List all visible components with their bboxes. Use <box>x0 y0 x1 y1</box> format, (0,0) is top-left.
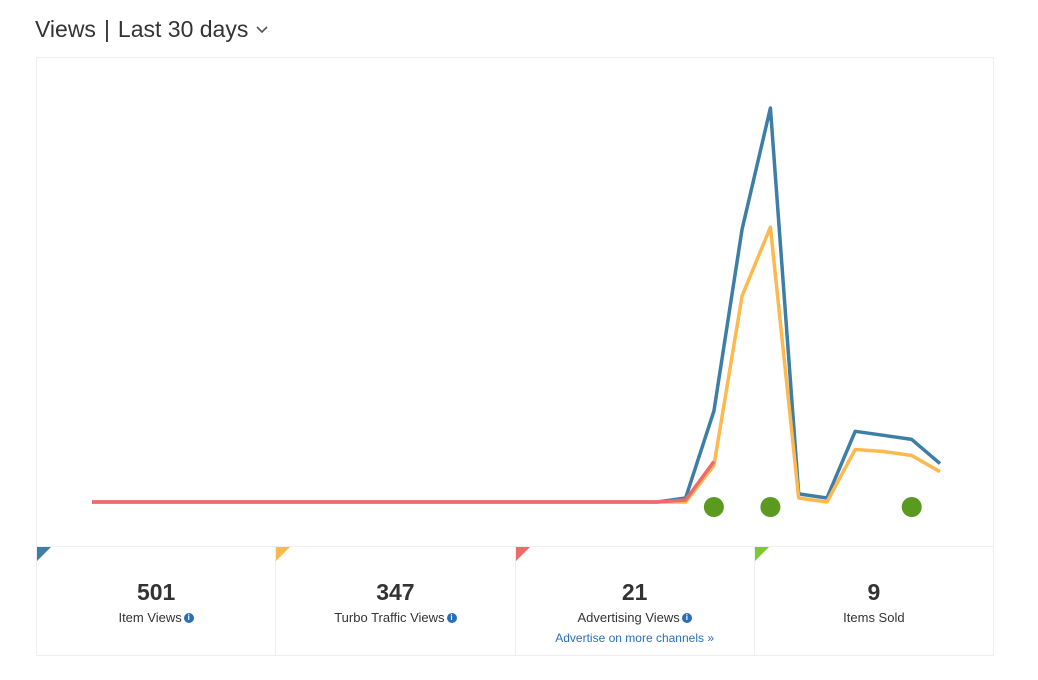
summary-label: Item Views i <box>37 610 275 625</box>
summary-label-text: Items Sold <box>843 610 905 625</box>
summary-tile: 347 Turbo Traffic Views i <box>276 547 516 656</box>
line-series <box>92 460 716 504</box>
summary-tiles: 501 Item Views i 347 Turbo Traffic Views i 21 A… <box>36 547 994 656</box>
summary-tile: 9 Items Sold <box>754 547 994 656</box>
summary-label: Turbo Traffic Views i <box>276 610 514 625</box>
info-icon[interactable]: i <box>681 613 692 623</box>
summary-value: 501 <box>136 579 176 605</box>
color-corner <box>754 547 769 561</box>
summary-label-text: Item Views <box>118 610 182 625</box>
chevron[interactable] <box>256 25 268 34</box>
line-series <box>92 225 941 504</box>
sold-dot <box>760 497 781 517</box>
info-icon[interactable]: i <box>183 613 194 623</box>
summary-value: 9 <box>867 579 881 605</box>
info-icon[interactable]: i <box>446 613 457 623</box>
title: Views <box>35 16 96 42</box>
chart-box <box>36 57 994 547</box>
summary-label-text: Advertising Views <box>577 610 680 625</box>
summary-label: Advertising Views i <box>516 610 754 625</box>
header: Views | Last 30 days <box>35 16 268 43</box>
color-corner <box>276 547 291 561</box>
summary-tile: 501 Item Views i <box>36 547 277 656</box>
advertise-link[interactable]: Advertise on more channels » <box>555 631 714 645</box>
color-corner <box>37 547 51 561</box>
summary-label: Items Sold <box>755 610 993 625</box>
summary-value: 21 <box>621 579 648 605</box>
summary-label-text: Turbo Traffic Views <box>334 610 445 625</box>
line-series <box>92 106 942 504</box>
color-corner <box>515 547 530 561</box>
separator: | <box>103 16 110 42</box>
sold-dot <box>703 497 724 517</box>
period-dropdown[interactable]: Last 30 days <box>117 16 249 42</box>
chart <box>92 106 942 517</box>
summary-tile: 21 Advertising Views i Advertise on more ch… <box>515 547 755 656</box>
sold-dot <box>901 497 922 517</box>
summary-value: 347 <box>376 579 415 605</box>
